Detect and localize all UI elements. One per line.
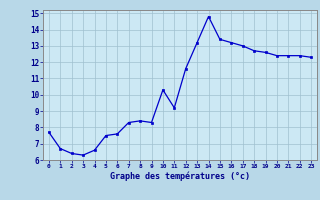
X-axis label: Graphe des températures (°c): Graphe des températures (°c) xyxy=(110,172,250,181)
